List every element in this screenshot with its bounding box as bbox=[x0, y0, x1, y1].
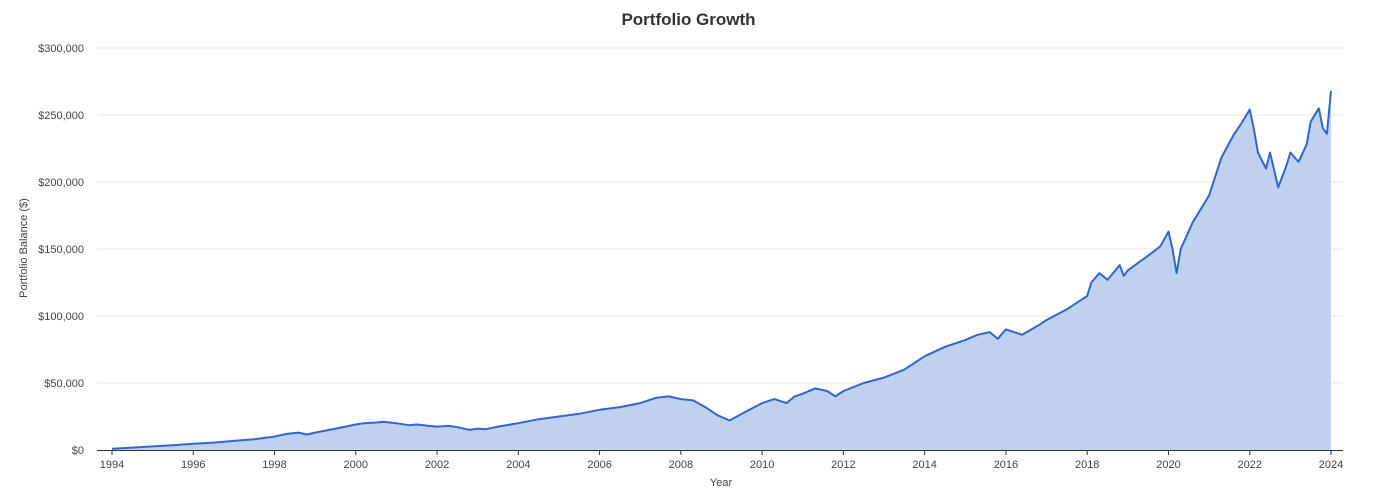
x-tick-label: 1996 bbox=[181, 459, 205, 471]
y-tick-label: $250,000 bbox=[38, 110, 84, 122]
x-tick-label: 2010 bbox=[750, 459, 774, 471]
x-tick-label: 1998 bbox=[262, 459, 286, 471]
x-tick-label: 2016 bbox=[994, 459, 1018, 471]
area-layer bbox=[111, 90, 1332, 451]
x-tick-label: 2020 bbox=[1156, 459, 1180, 471]
y-tick-label: $0 bbox=[72, 445, 84, 457]
x-tick-label: 2004 bbox=[506, 459, 530, 471]
x-tick-label: 1994 bbox=[100, 459, 124, 471]
portfolio-area-fill bbox=[112, 90, 1331, 451]
y-tick-label: $150,000 bbox=[38, 244, 84, 256]
y-tick-label: $200,000 bbox=[38, 177, 84, 189]
x-tick-label: 2014 bbox=[912, 459, 936, 471]
x-tick-label: 2018 bbox=[1075, 459, 1099, 471]
y-tick-label: $300,000 bbox=[38, 43, 84, 55]
x-tick-label: 2008 bbox=[669, 459, 693, 471]
chart-title: Portfolio Growth bbox=[621, 10, 756, 29]
x-axis-label: Year bbox=[710, 477, 733, 489]
axes: $0 $50,000 $100,000 $150,000 $200,000 $250,00… bbox=[38, 43, 1343, 471]
x-tick-label: 2024 bbox=[1319, 459, 1343, 471]
y-tick-label: $100,000 bbox=[38, 311, 84, 323]
portfolio-balance-line bbox=[111, 90, 1332, 450]
x-tick-label: 2022 bbox=[1237, 459, 1261, 471]
y-axis-label: Portfolio Balance ($) bbox=[18, 198, 30, 298]
y-tick-label: $50,000 bbox=[44, 378, 84, 390]
x-tick-label: 2012 bbox=[831, 459, 855, 471]
x-tick-label: 2000 bbox=[344, 459, 368, 471]
x-tick-label: 2006 bbox=[587, 459, 611, 471]
x-tick-label: 2002 bbox=[425, 459, 449, 471]
